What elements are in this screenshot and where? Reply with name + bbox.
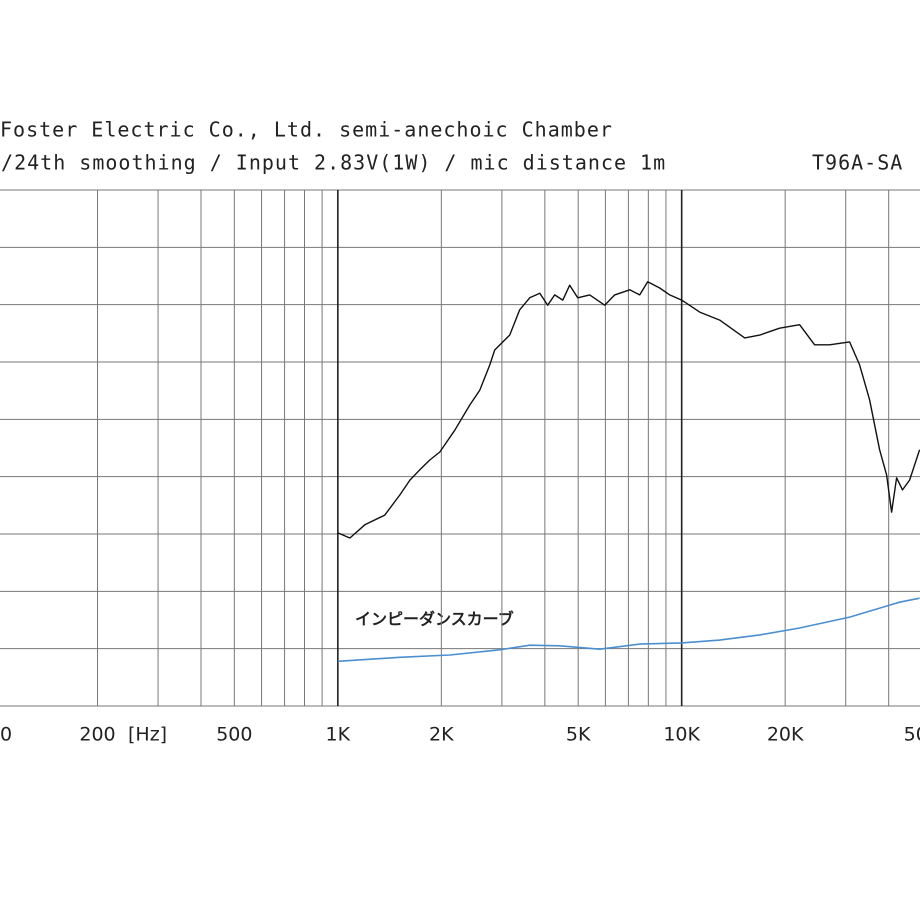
x-tick-label: 50K xyxy=(904,724,920,746)
x-tick-label: 20K xyxy=(767,724,804,746)
x-tick-label: 100 xyxy=(0,724,12,746)
chart-subtitle: 1/24th smoothing / Input 2.83V(1W) / mic… xyxy=(0,151,666,175)
x-tick-label: 2K xyxy=(429,724,454,746)
series-line xyxy=(337,597,920,663)
x-tick-label: 500 xyxy=(216,724,252,746)
x-tick-label: 1K xyxy=(326,724,351,746)
x-tick-label: 200 xyxy=(79,724,115,746)
model-label: T96A-SA xyxy=(812,151,903,175)
x-tick-label: 10K xyxy=(663,724,700,746)
series-line xyxy=(337,281,920,539)
x-unit: [Hz] xyxy=(128,724,167,746)
annotation: インピーダンスカーブ xyxy=(355,610,514,629)
x-tick-label: 5K xyxy=(566,724,591,746)
chart-title: Foster Electric Co., Ltd. semi-anechoic … xyxy=(0,118,613,142)
